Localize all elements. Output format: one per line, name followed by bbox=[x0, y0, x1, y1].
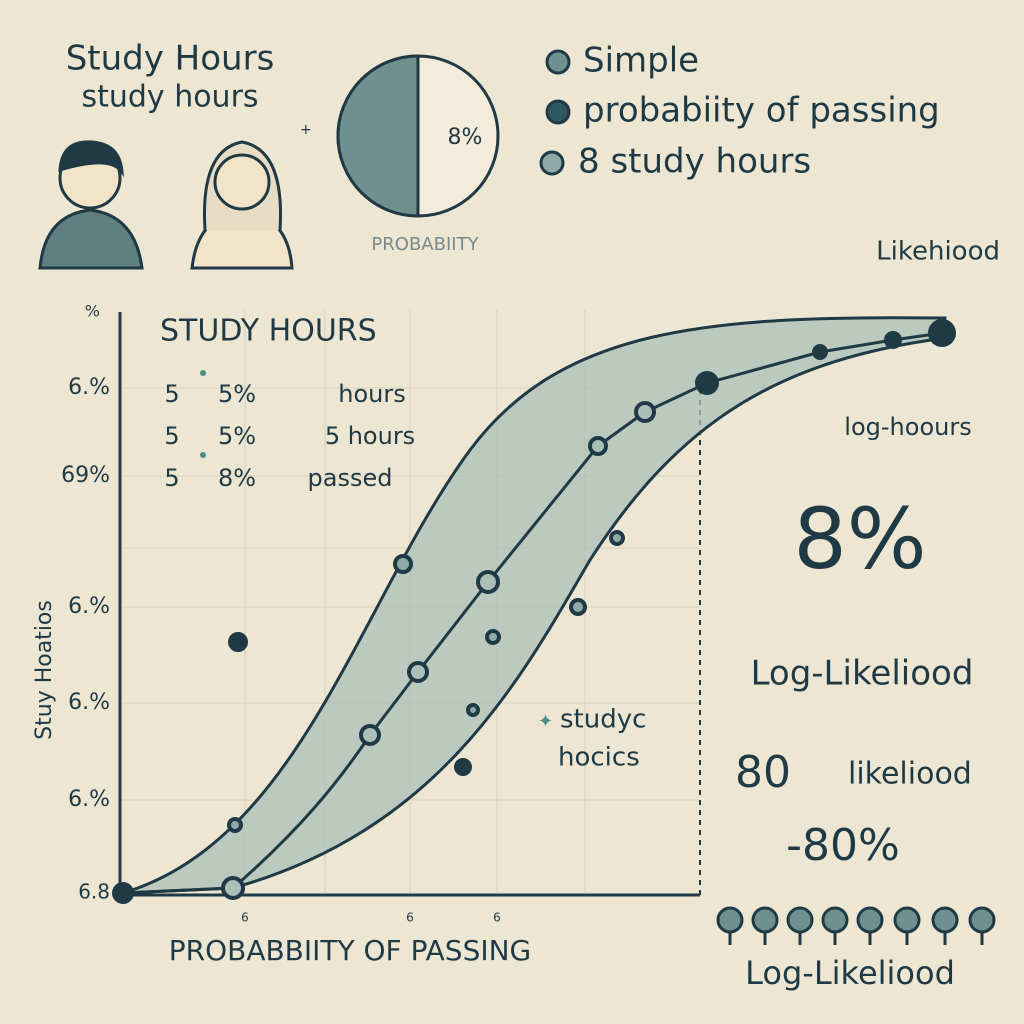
subtitle: study hours bbox=[81, 80, 258, 115]
value-a-label: likeliood bbox=[848, 757, 972, 792]
pie-label: 8% bbox=[448, 125, 483, 150]
title: Study Hours bbox=[66, 39, 275, 79]
pie bbox=[336, 54, 500, 218]
dot bbox=[200, 452, 206, 458]
inset-cell: 8% bbox=[218, 464, 256, 492]
scatter-points bbox=[227, 530, 625, 833]
curve-points bbox=[112, 319, 956, 904]
value-a: 80 bbox=[735, 747, 791, 798]
inset-cell: 5% bbox=[218, 422, 256, 450]
footer-label: Log-Likeliood bbox=[745, 954, 955, 992]
inset-cell: hours bbox=[338, 380, 405, 408]
legend-label: Simple bbox=[583, 41, 699, 81]
y-tick-label: 6.% bbox=[68, 594, 110, 619]
inset-cell: 5 hours bbox=[325, 422, 415, 450]
legend-marker bbox=[545, 99, 571, 125]
y-axis-title: Stuy Hoatios bbox=[32, 600, 57, 740]
inset-cell: 5 bbox=[164, 422, 179, 450]
y-tick-label: 69% bbox=[61, 463, 110, 488]
inset-cell: passed bbox=[308, 464, 393, 492]
y-tick-label: 6.8 bbox=[78, 880, 110, 904]
x-tick-label: 6 bbox=[406, 911, 414, 925]
sparkle: ✦ bbox=[538, 711, 553, 732]
legend-label: 8 study hours bbox=[578, 142, 811, 182]
person-icon bbox=[190, 140, 294, 270]
person-icon bbox=[38, 140, 144, 270]
inset-title: STUDY HOURS bbox=[160, 314, 377, 349]
sparkle: + bbox=[300, 122, 312, 138]
y-tick-label: 6.% bbox=[68, 787, 110, 812]
likelihood-label: Likehiood bbox=[876, 237, 1000, 267]
side-heading: Log-Likeliood bbox=[751, 654, 974, 694]
inset-cell: 5% bbox=[218, 380, 256, 408]
confidence-band bbox=[122, 316, 947, 895]
inset-cell: 5 bbox=[164, 380, 179, 408]
x-tick-label: 6 bbox=[241, 911, 249, 925]
pie-caption: PROBABIITY bbox=[371, 234, 479, 255]
x-axis-title: PROBABBIITY OF PASSING bbox=[169, 934, 532, 967]
y-tick-label: 6.% bbox=[68, 690, 110, 715]
fit-curve bbox=[122, 331, 943, 895]
big-value: 8% bbox=[793, 490, 926, 588]
inset-cell: 5 bbox=[164, 464, 179, 492]
value-b: -80% bbox=[786, 820, 900, 871]
annotation: hocics bbox=[558, 743, 640, 773]
legend-label: probabiity of passing bbox=[583, 91, 940, 131]
dot bbox=[200, 370, 206, 376]
legend-marker bbox=[539, 150, 565, 176]
side-subtitle: log-hoours bbox=[844, 413, 971, 441]
annotation: studyc bbox=[560, 705, 646, 735]
x-tick-label: 6 bbox=[493, 911, 501, 925]
y-tick-label: 6.% bbox=[68, 375, 110, 400]
lollipop-row bbox=[716, 906, 996, 945]
y-tick-label: % bbox=[85, 302, 100, 321]
legend-marker bbox=[545, 49, 571, 75]
